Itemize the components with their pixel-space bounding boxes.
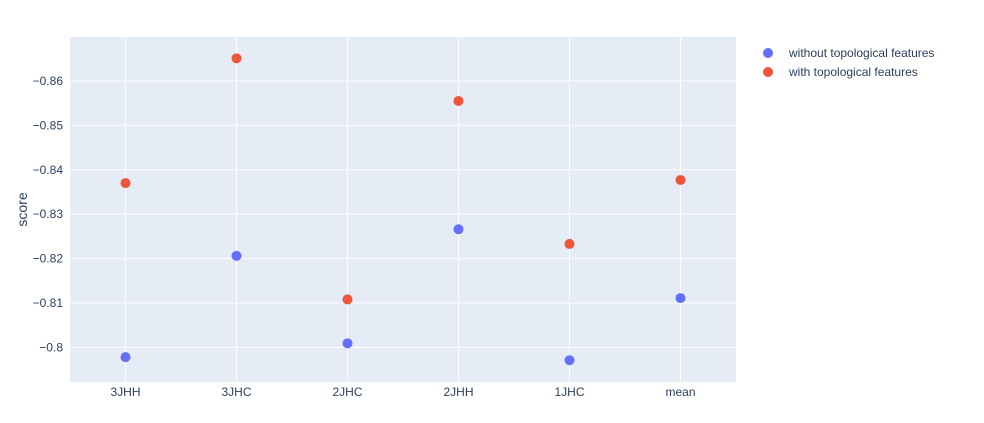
y-tick-label: −0.84: [33, 163, 64, 177]
data-point-series-1-1JHC[interactable]: [564, 355, 575, 366]
data-point-series-2-1JHC[interactable]: [564, 238, 575, 249]
legend-item-series-2[interactable]: with topological features: [763, 65, 918, 79]
data-points: [120, 53, 686, 366]
legend-item-series-1[interactable]: without topological features: [763, 46, 934, 60]
x-tick-label: 2JHH: [443, 385, 473, 399]
grid-lines: [70, 37, 736, 382]
y-tick-label: −0.83: [33, 207, 64, 221]
data-point-series-2-2JHC[interactable]: [342, 294, 353, 305]
data-point-series-2-2JHH[interactable]: [453, 95, 464, 106]
legend-marker-icon: [763, 67, 773, 77]
data-point-series-2-3JHC[interactable]: [231, 53, 242, 64]
y-tick-label: −0.81: [33, 296, 64, 310]
y-tick-label: −0.85: [33, 118, 64, 132]
x-tick-label: 2JHC: [332, 385, 362, 399]
data-point-series-1-3JHC[interactable]: [231, 250, 242, 261]
plot-area: [70, 37, 736, 382]
legend-marker-icon: [763, 48, 773, 58]
data-point-series-1-mean[interactable]: [675, 293, 686, 304]
y-tick-label: −0.8: [39, 340, 63, 354]
x-tick-label: 3JHH: [110, 385, 140, 399]
y-tick-label: −0.86: [33, 74, 64, 88]
data-point-series-1-3JHH[interactable]: [120, 352, 131, 363]
data-point-series-1-2JHH[interactable]: [453, 224, 464, 235]
legend[interactable]: without topological features with topolog…: [763, 46, 934, 79]
x-tick-label: mean: [665, 385, 695, 399]
x-tick-labels: 3JHH 3JHC 2JHC 2JHH 1JHC mean: [110, 385, 695, 399]
y-tick-label: −0.82: [33, 252, 64, 266]
x-tick-label: 3JHC: [221, 385, 251, 399]
data-point-series-2-mean[interactable]: [675, 174, 686, 185]
data-point-series-2-3JHH[interactable]: [120, 178, 131, 189]
legend-label: with topological features: [788, 65, 918, 79]
legend-label: without topological features: [788, 46, 934, 60]
y-tick-labels: −0.86 −0.85 −0.84 −0.83 −0.82 −0.81 −0.8: [33, 74, 64, 354]
x-tick-label: 1JHC: [554, 385, 584, 399]
data-point-series-1-2JHC[interactable]: [342, 338, 353, 349]
y-axis-title: score: [14, 192, 30, 226]
